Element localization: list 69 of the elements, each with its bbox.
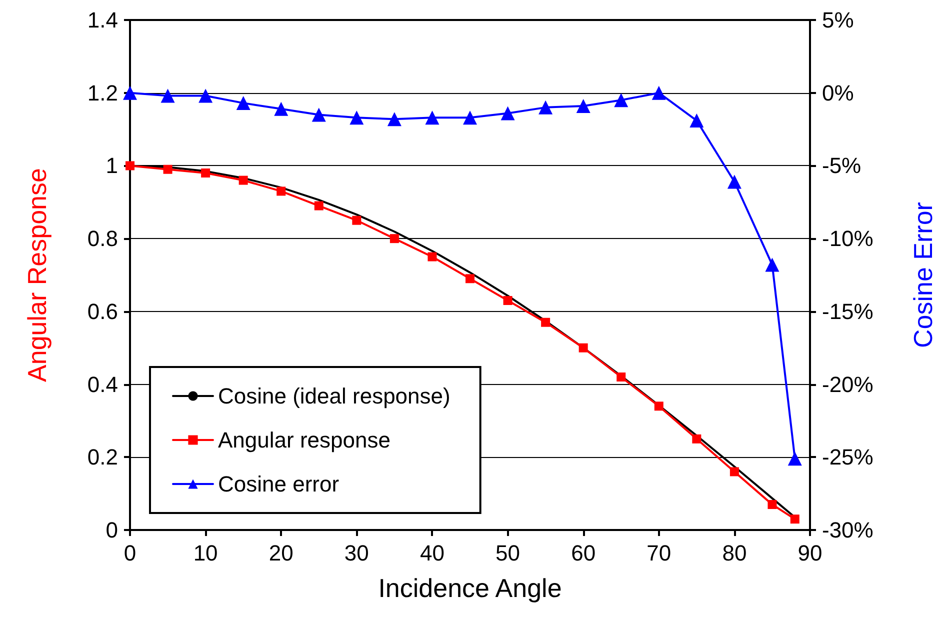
y2-tick-label: 0% <box>822 80 854 106</box>
point <box>350 110 364 125</box>
point <box>387 112 402 126</box>
point <box>788 452 802 466</box>
point <box>500 106 515 120</box>
point <box>201 168 210 178</box>
point <box>390 234 399 244</box>
y2-tick-label: 5% <box>822 8 854 32</box>
y-tick-label: 1.4 <box>87 8 118 32</box>
y2-tick-label: -15% <box>822 298 874 324</box>
y-tick-label: 0.8 <box>87 226 118 252</box>
x-tick-label: 40 <box>420 540 444 566</box>
legend-label: Cosine (ideal response) <box>218 384 450 408</box>
x-tick-label: 70 <box>646 540 672 566</box>
point <box>652 86 666 100</box>
x-tick-label: 30 <box>344 540 369 566</box>
y2-tick-label: -20% <box>822 372 874 397</box>
x-tick-label: 60 <box>571 540 596 566</box>
point <box>692 434 702 444</box>
y-tick-label: 0.2 <box>87 444 118 470</box>
y-tick-label: 0 <box>106 518 118 542</box>
point <box>463 110 477 125</box>
point <box>163 164 172 174</box>
x-tick-label: 80 <box>722 540 747 566</box>
y2-tick-label: -5% <box>822 153 862 178</box>
point <box>768 500 777 509</box>
point <box>238 176 248 185</box>
y-axis-title: Angular Response <box>22 168 52 382</box>
point <box>314 201 324 210</box>
y2-tick-label: -10% <box>822 226 874 252</box>
point <box>428 252 437 262</box>
y2-tick-label: -30% <box>822 518 874 542</box>
point <box>578 343 588 352</box>
point <box>538 100 553 114</box>
point <box>274 102 288 116</box>
legend-label: Cosine error <box>218 472 340 496</box>
point <box>576 98 590 113</box>
legend-label: Angular response <box>218 428 390 452</box>
point <box>727 174 742 189</box>
point <box>425 110 440 125</box>
point <box>790 514 800 524</box>
point <box>198 88 213 103</box>
point <box>614 93 628 108</box>
y-tick-label: 1 <box>106 153 118 178</box>
point <box>730 467 739 476</box>
y-tick-label: 0.6 <box>87 298 118 324</box>
point <box>690 114 704 128</box>
point <box>312 108 326 122</box>
y-tick-label: 0.4 <box>87 372 118 397</box>
point <box>160 88 175 103</box>
point <box>503 296 512 305</box>
point <box>541 318 550 327</box>
x-axis-title: Incidence Angle <box>378 573 562 603</box>
point <box>236 96 250 110</box>
x-tick-label: 50 <box>496 540 520 566</box>
point <box>654 402 664 411</box>
point <box>765 258 780 272</box>
point <box>466 274 474 284</box>
x-tick-label: 90 <box>798 540 822 566</box>
point <box>276 186 286 196</box>
point <box>616 372 626 382</box>
point <box>123 86 137 100</box>
x-tick-label: 20 <box>268 540 294 566</box>
point <box>352 216 362 225</box>
y-tick-label: 1.2 <box>87 80 118 106</box>
x-tick-label: 0 <box>124 540 136 566</box>
y2-tick-label: -25% <box>822 444 874 470</box>
y2-axis-title: Cosine Error <box>908 202 938 348</box>
x-tick-label: 10 <box>193 540 218 566</box>
